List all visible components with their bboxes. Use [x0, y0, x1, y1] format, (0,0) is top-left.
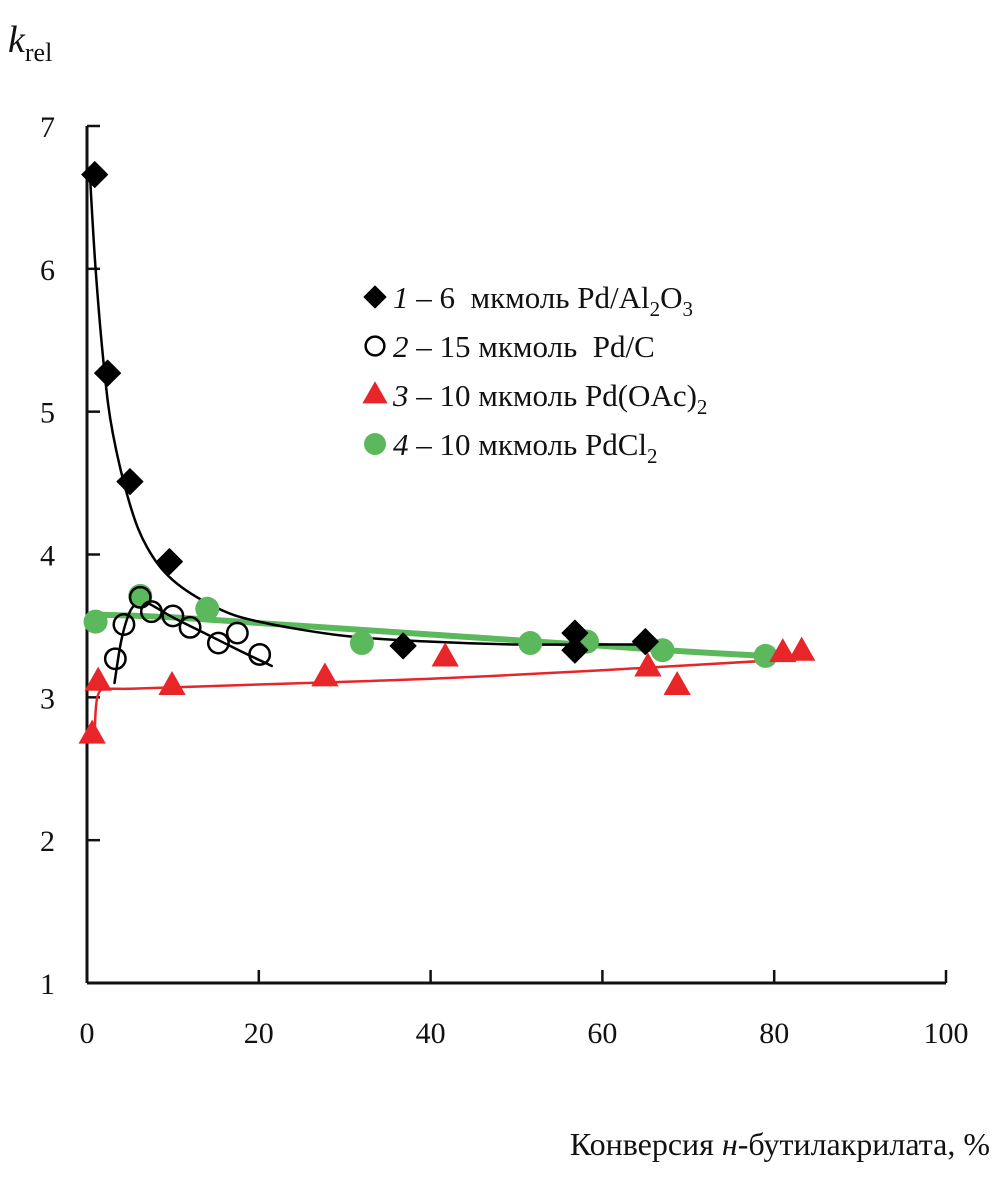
legend-label-2: 2 – 15 мкмоль Pd/C — [393, 329, 655, 364]
legend-marker-1 — [363, 285, 387, 309]
legend-label-3: 3 – 10 мкмоль Pd(OAc)2 — [392, 378, 707, 419]
data-point — [248, 643, 272, 666]
data-point — [83, 609, 108, 634]
data-point — [561, 636, 589, 664]
x-tick-label: 20 — [244, 1017, 274, 1050]
data-point — [650, 638, 675, 663]
x-axis-label: Конверсия н-бутилакрилата, % — [570, 1126, 990, 1162]
data-point — [78, 719, 106, 744]
data-point — [663, 670, 691, 696]
data-point — [112, 613, 136, 636]
data-point — [84, 666, 112, 691]
data-point — [518, 631, 543, 656]
legend-text: – 10 мкмоль Pd(OAc) — [409, 378, 697, 413]
legend-text: – 6 мкмоль Pd/Al — [409, 280, 650, 315]
series-3-points — [78, 636, 816, 744]
data-point — [349, 631, 374, 656]
legend-subscript: 2 — [697, 395, 708, 419]
legend-text: – 15 мкмоль Pd/C — [409, 329, 655, 364]
legend-subscript: 3 — [683, 297, 694, 321]
x-axis-label-after: -бутилакрилата, % — [738, 1126, 990, 1162]
series-2-points — [103, 585, 272, 671]
legend-text: O — [660, 280, 682, 315]
legend-number: 2 — [393, 329, 409, 364]
y-tick-label: 6 — [40, 254, 55, 287]
data-point — [94, 359, 122, 387]
data-point — [389, 632, 417, 660]
data-point — [634, 652, 662, 677]
data-point — [195, 596, 220, 621]
data-point — [788, 636, 816, 661]
legend-number: 4 — [393, 427, 409, 462]
series-1-points — [81, 161, 659, 664]
data-point — [155, 548, 183, 576]
data-point — [158, 670, 186, 696]
x-tick-label: 100 — [924, 1017, 969, 1050]
legend-item-3: 3 – 10 мкмоль Pd(OAc)2 — [362, 378, 707, 419]
fit-curve-series-2 — [113, 600, 273, 685]
legend-subscript: 2 — [650, 297, 661, 321]
legend-marker-4 — [364, 433, 386, 455]
data-point — [769, 638, 797, 663]
data-point — [206, 631, 230, 655]
data-point — [631, 628, 659, 656]
y-axis-label-main: k — [8, 19, 26, 61]
y-tick-label: 4 — [40, 540, 55, 573]
data-point — [431, 642, 459, 667]
x-tick-label: 40 — [416, 1017, 446, 1050]
data-point — [103, 647, 127, 671]
x-tick-label: 80 — [759, 1017, 789, 1050]
legend-marker-2 — [364, 335, 386, 357]
data-point — [311, 662, 339, 687]
data-point — [139, 600, 163, 624]
series-4-points — [83, 583, 778, 668]
legend-item-2: 2 – 15 мкмоль Pd/C — [364, 329, 655, 364]
legend-marker-3 — [362, 381, 388, 404]
data-point — [81, 161, 109, 189]
data-point — [116, 468, 144, 496]
data-points — [78, 161, 816, 744]
legend-subscript: 2 — [647, 444, 658, 468]
y-tick-label: 2 — [40, 825, 55, 858]
legend-item-1: 1 – 6 мкмоль Pd/Al2O3 — [363, 280, 693, 321]
data-point — [178, 615, 202, 639]
y-tick-label: 5 — [40, 397, 55, 430]
legend-label-4: 4 – 10 мкмоль PdCl2 — [393, 427, 658, 468]
data-point — [128, 585, 152, 609]
legend-number: 3 — [392, 378, 409, 413]
y-axis-label: krel — [8, 19, 52, 67]
x-tick-label: 60 — [587, 1017, 617, 1050]
legend-number: 1 — [393, 280, 409, 315]
data-point — [225, 621, 249, 645]
fit-curve-series-3 — [93, 657, 802, 735]
y-tick-label: 7 — [40, 111, 55, 144]
data-point — [161, 604, 185, 628]
y-tick-label: 1 — [40, 968, 55, 1001]
y-tick-label: 3 — [40, 682, 55, 715]
x-axis-label-before: Конверсия — [570, 1126, 722, 1162]
legend-label-1: 1 – 6 мкмоль Pd/Al2O3 — [393, 280, 693, 321]
legend-item-4: 4 – 10 мкмоль PdCl2 — [364, 427, 658, 468]
x-tick-label: 0 — [80, 1017, 95, 1050]
x-axis-label-italic: н — [722, 1126, 738, 1162]
legend-text: – 10 мкмоль PdCl — [409, 427, 648, 462]
y-axis-label-sub: rel — [25, 38, 52, 67]
